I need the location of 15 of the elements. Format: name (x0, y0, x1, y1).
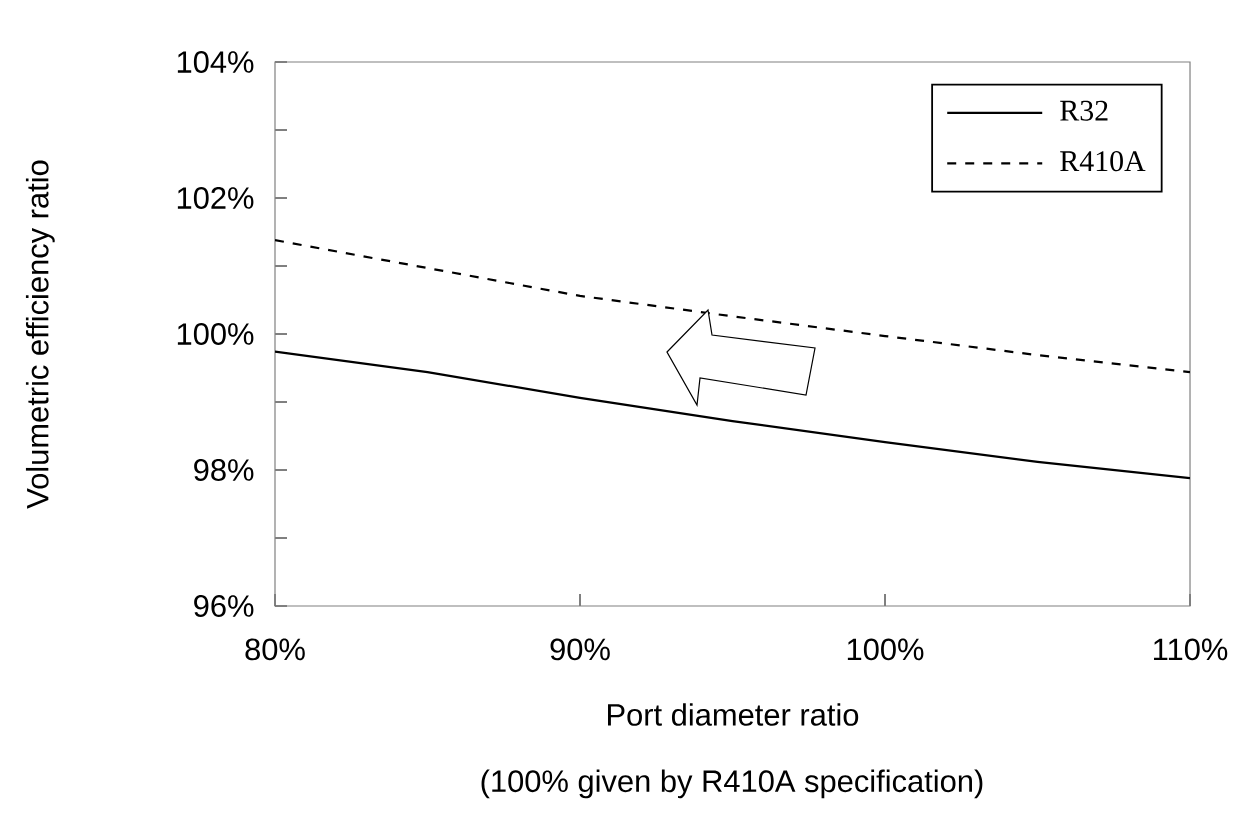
y-tick-label: 96% (194, 595, 254, 617)
legend-label: R410A (1060, 151, 1146, 172)
line-series (275, 350, 1191, 480)
x-tick-label: 90% (550, 638, 610, 661)
x-tick-label: 100% (847, 638, 924, 661)
y-tick-label: 98% (194, 459, 254, 481)
x-tick-label: 80% (245, 638, 305, 661)
text: (100% given by R410A specification) (481, 769, 983, 799)
y-tick-label: 102% (177, 187, 254, 209)
x-axis-title: Port diameter ratio (608, 703, 859, 726)
y-tick-label: 104% (177, 51, 254, 73)
x-tick-label: 110% (1154, 638, 1228, 661)
y-tick-label: 100% (177, 323, 254, 345)
legend-label: R32 (1060, 100, 1108, 121)
y-axis-title: Volumetric efficiency ratio (25, 160, 55, 509)
